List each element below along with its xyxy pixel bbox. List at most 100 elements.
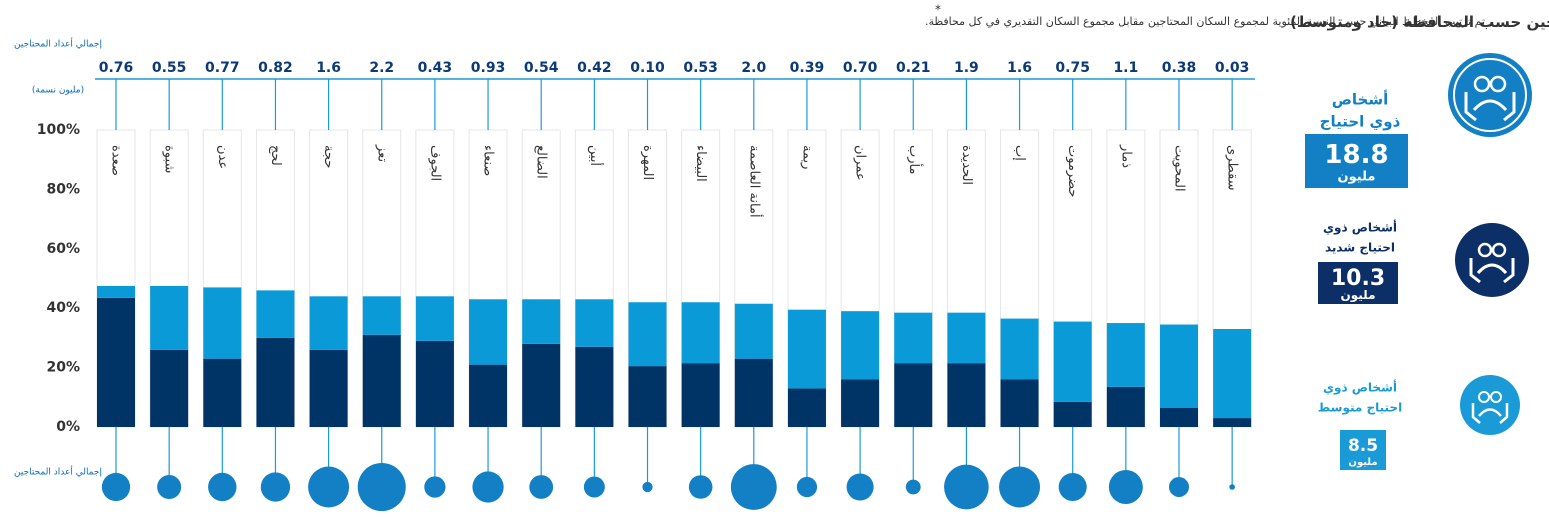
summary-label: احتياج متوسط [1318, 401, 1402, 416]
bar-segment [256, 290, 295, 338]
bar-segment [787, 388, 826, 427]
chart-title: أعداد المحتاجين حسب المحافظة (حاد ومتوسط… [1290, 12, 1549, 31]
bar-segment [97, 297, 135, 427]
summary-box [1318, 262, 1398, 304]
bar-segment [522, 343, 561, 427]
category-label: شبوة [162, 145, 177, 173]
top-axis-label: إجمالي أعداد المحتاجين [14, 38, 102, 50]
bar-segment [469, 364, 508, 427]
summary-unit: مليون [1341, 288, 1376, 303]
bar-segment [734, 303, 773, 359]
y-tick-label: 20% [46, 360, 80, 376]
total-label: 1.9 [954, 60, 979, 76]
total-bubble [424, 476, 446, 498]
bar-segment [362, 296, 401, 335]
total-bubble [308, 466, 350, 508]
total-label: 0.53 [683, 60, 718, 76]
total-bubble [905, 479, 921, 495]
total-label: 0.54 [524, 60, 559, 76]
bar-segment [203, 287, 242, 359]
bar-segment [681, 363, 720, 427]
bar-segment [787, 309, 826, 389]
summary-label: ذوي احتياج [1320, 113, 1401, 132]
bar-segment [1000, 318, 1039, 380]
bar-segment [415, 340, 454, 427]
bar-segment [362, 334, 401, 427]
bar-segment [1213, 418, 1252, 427]
total-bubble [688, 475, 713, 499]
total-bubble [999, 466, 1041, 508]
total-label: 0.03 [1215, 60, 1250, 76]
y-tick-label: 80% [46, 181, 80, 197]
total-label: 0.55 [152, 60, 187, 76]
category-label: لحج [268, 145, 283, 166]
icon-all [1448, 53, 1532, 137]
category-label: مأرب [906, 145, 924, 174]
bar-segment [1000, 379, 1039, 427]
total-bubble [157, 474, 182, 500]
total-label: 0.43 [418, 60, 453, 76]
category-label: ذمار [1118, 144, 1133, 168]
total-bubble [944, 464, 989, 510]
bar-segment [415, 296, 454, 341]
total-label: 1.1 [1113, 60, 1138, 76]
total-bubble [1108, 470, 1143, 504]
total-label: 2.2 [369, 60, 394, 76]
category-label: تعز [374, 144, 389, 162]
total-bubble [260, 472, 291, 502]
y-tick-label: 100% [37, 122, 80, 138]
bar-segment [1160, 324, 1198, 408]
bar-segment [1160, 407, 1198, 427]
summary-box [1340, 430, 1386, 470]
summary-box [1305, 134, 1408, 188]
total-bubble [1229, 484, 1235, 490]
bottom-axis-label: إجمالي أعداد المحتاجين [14, 466, 102, 478]
total-bubble [583, 476, 605, 498]
total-bubble [796, 476, 818, 498]
category-label: سقطرى [1225, 145, 1240, 190]
summary-label: أشخاص [1332, 90, 1389, 109]
bar-segment [1106, 323, 1145, 387]
bar-segment [97, 285, 135, 298]
total-label: 1.6 [316, 60, 341, 76]
total-label: 0.82 [258, 60, 293, 76]
summary-label: أشخاص ذوي [1323, 220, 1397, 236]
total-label: 0.75 [1055, 60, 1090, 76]
icon-moderate [1460, 375, 1520, 435]
bar-segment [894, 312, 933, 364]
total-bubble [1169, 477, 1189, 497]
bar-segment [150, 285, 189, 350]
bar-segment [150, 349, 189, 427]
bar-segment [522, 299, 561, 344]
category-label: البيضاء [693, 145, 708, 182]
summary-unit: مليون [1338, 170, 1376, 185]
summary-label: احتياج شديد [1325, 241, 1395, 255]
category-label: المحويت [1172, 145, 1187, 192]
bar-segment [203, 358, 242, 427]
total-bubble [1058, 472, 1087, 502]
category-label: أمانة العاصمة [746, 145, 763, 218]
category-label: ريمة [799, 145, 814, 169]
bar-segment [1053, 321, 1092, 402]
summary-label: أشخاص ذوي [1323, 380, 1397, 396]
bar-segment [628, 302, 667, 367]
bar-segment [575, 299, 614, 347]
summary-value: 10.3 [1331, 266, 1385, 291]
top-axis-unit: (مليون نسمة) [32, 86, 84, 96]
bar-segment [841, 379, 880, 427]
bar-segment [1213, 328, 1252, 419]
total-label: 1.6 [1007, 60, 1032, 76]
total-label: 0.38 [1162, 60, 1197, 76]
category-label: المهرة [640, 145, 655, 180]
bar-segment [681, 302, 720, 364]
bar-segment [575, 346, 614, 427]
bar-segment [841, 311, 880, 380]
total-label: 0.70 [843, 60, 878, 76]
category-label: حجة [321, 145, 336, 168]
bar-segment [734, 358, 773, 427]
total-bubble [208, 472, 237, 502]
summary-value: 18.8 [1324, 140, 1388, 170]
total-bubble [846, 473, 874, 501]
